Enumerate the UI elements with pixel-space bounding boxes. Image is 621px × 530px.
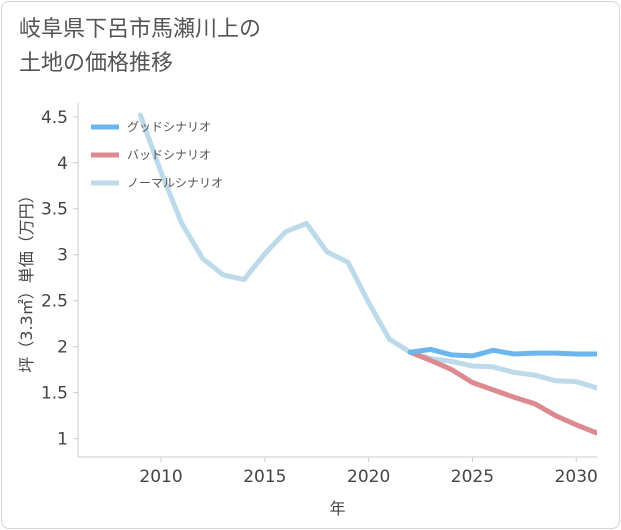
x-tick-label: 2015 <box>243 467 286 487</box>
x-tick-label: 2030 <box>555 467 598 487</box>
series-layer <box>137 112 597 436</box>
y-axis: 1 1.5 2 2.5 3 3.5 4 4.5 <box>41 108 78 450</box>
x-tick-label: 2020 <box>347 467 390 487</box>
x-tick-label: 2025 <box>451 467 494 487</box>
plot-area <box>77 103 597 458</box>
y-tick-label: 4 <box>57 154 68 174</box>
legend-label: グッドシナリオ <box>127 120 211 134</box>
y-tick-label: 4.5 <box>41 108 68 128</box>
x-axis-title: 年 <box>329 499 345 518</box>
series-line-0 <box>407 346 597 359</box>
y-tick-label: 3 <box>57 246 68 266</box>
y-tick-label: 1 <box>57 430 68 450</box>
chart-title: 岐阜県下呂市馬瀬川上の 土地の価格推移 <box>19 13 261 81</box>
x-tick-label: 2010 <box>139 467 182 487</box>
y-tick-label: 1.5 <box>41 384 68 404</box>
y-axis-title: 坪（3.3㎡）単価（万円） <box>17 187 36 372</box>
legend-item-1[interactable]: バッドシナリオ <box>91 148 211 162</box>
legend-label: バッドシナリオ <box>127 148 211 162</box>
legend-item-0[interactable]: グッドシナリオ <box>91 120 211 134</box>
x-axis: 2010 2015 2020 2025 2030 <box>139 457 598 487</box>
legend-label: ノーマルシナリオ <box>127 176 223 190</box>
series-line-2 <box>137 112 597 391</box>
title-line-1: 岐阜県下呂市馬瀬川上の <box>19 17 262 42</box>
y-tick-label: 3.5 <box>41 200 68 220</box>
y-tick-label: 2 <box>57 338 68 358</box>
y-tick-label: 2.5 <box>41 292 68 312</box>
title-line-2: 土地の価格推移 <box>19 51 174 76</box>
series-line-1 <box>407 349 597 436</box>
legend-item-2[interactable]: ノーマルシナリオ <box>91 176 223 190</box>
